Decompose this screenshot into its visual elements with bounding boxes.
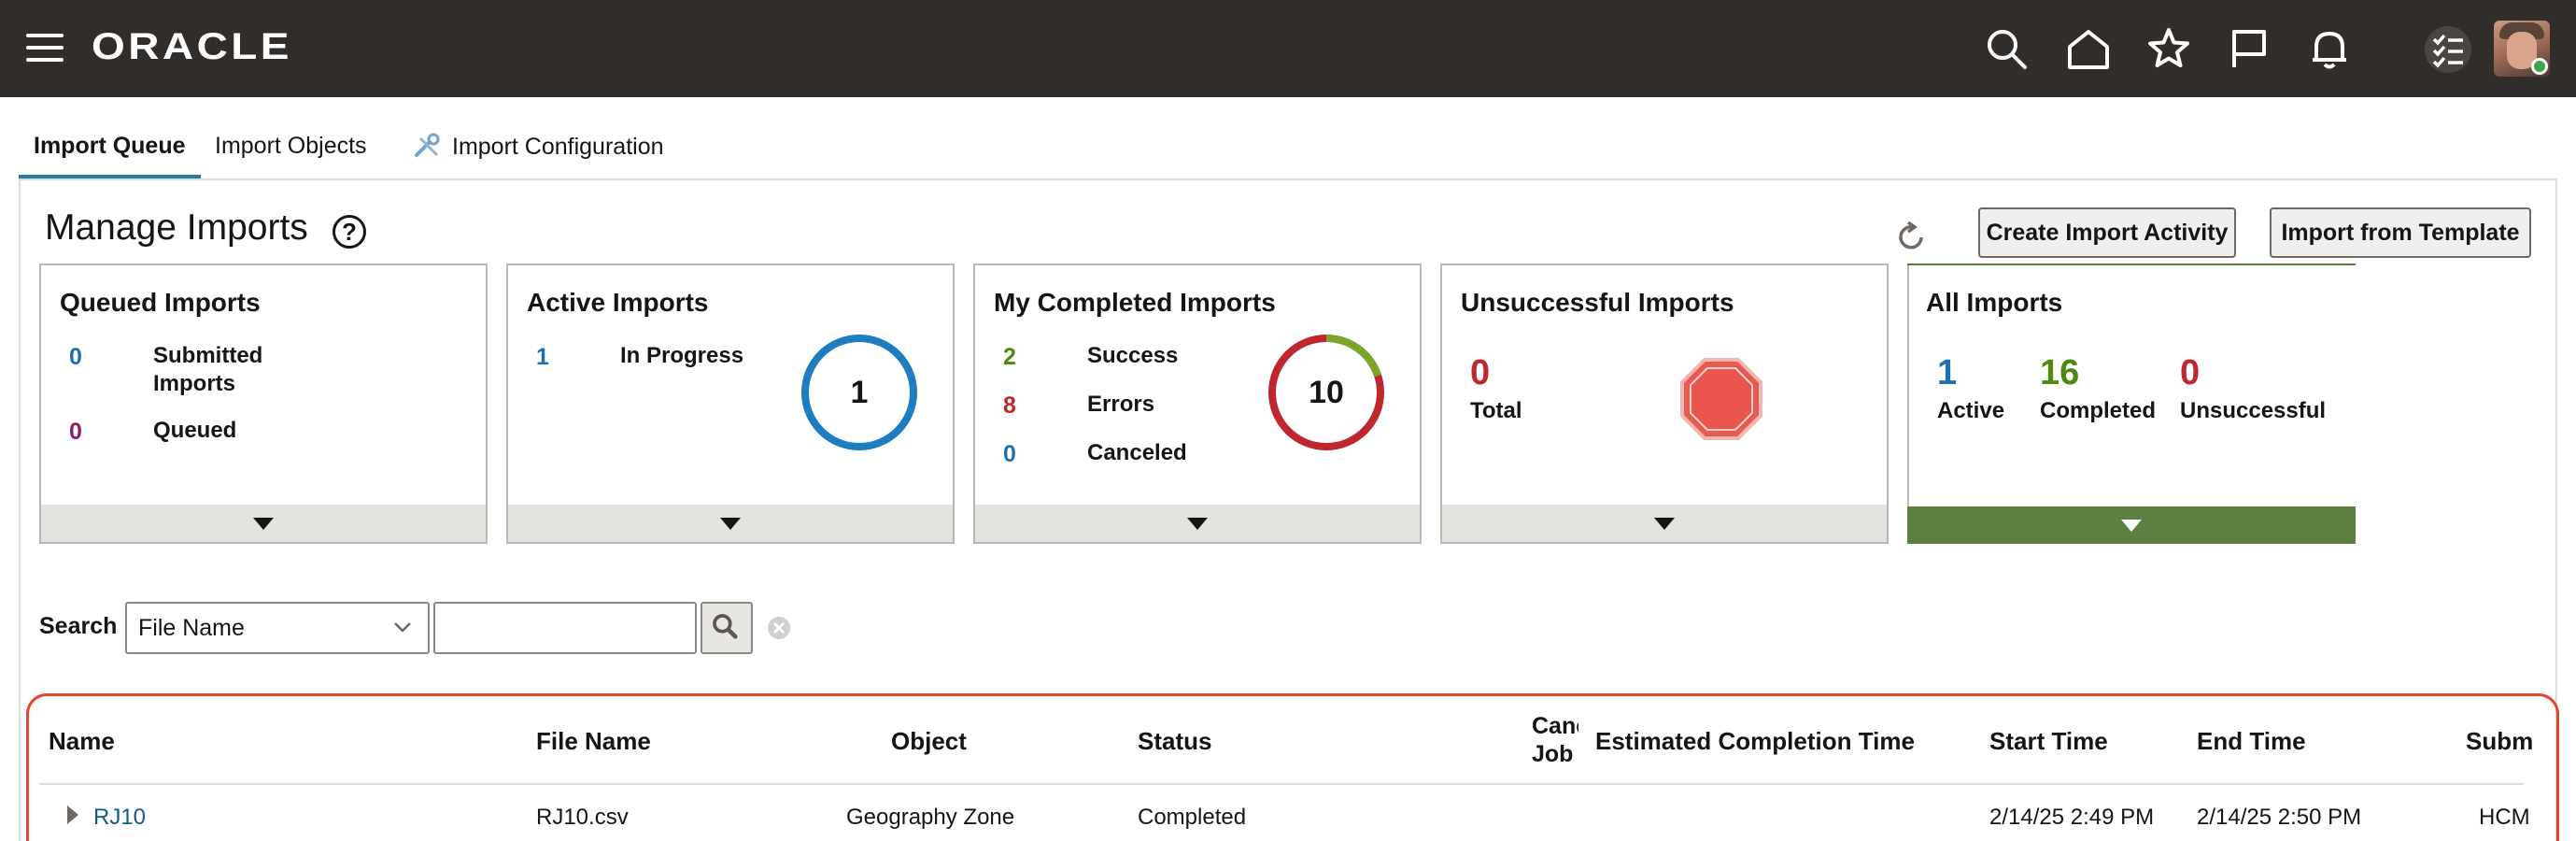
all-unsuccessful-label: Unsuccessful (2180, 398, 2327, 423)
card-title: Queued Imports (60, 288, 261, 317)
completed-imports-ring: 10 (1268, 335, 1384, 450)
in-progress-label: In Progress (620, 343, 744, 368)
in-progress-count: 1 (536, 344, 549, 370)
queued-imports-card[interactable]: Queued Imports 0 Submitted Imports 0 Que… (39, 264, 488, 544)
refresh-icon[interactable] (1896, 221, 1928, 252)
tab-import-queue[interactable]: Import Queue (19, 127, 201, 179)
tab-import-objects[interactable]: Import Objects (215, 133, 367, 159)
menu-icon[interactable] (26, 34, 64, 64)
search-field-selected-value: File Name (138, 615, 245, 641)
search-icon (713, 614, 738, 639)
row-submitted-by: HCM (2479, 805, 2530, 830)
column-header-name[interactable]: Name (49, 727, 115, 755)
errors-label: Errors (1087, 392, 1155, 417)
caret-down-icon (1654, 518, 1675, 530)
column-header-file-name[interactable]: File Name (536, 727, 651, 755)
unsuccessful-total-label: Total (1470, 398, 1522, 423)
search-label: Search (39, 613, 118, 639)
submitted-imports-label: Submitted Imports (153, 343, 263, 396)
card-title: My Completed Imports (994, 288, 1276, 317)
column-header-status[interactable]: Status (1138, 727, 1212, 755)
row-name-link[interactable]: RJ10 (93, 805, 147, 830)
my-completed-imports-card[interactable]: My Completed Imports 2 Success 8 Errors … (973, 264, 1422, 544)
tools-icon (413, 133, 443, 159)
success-label: Success (1087, 343, 1179, 368)
row-end-time: 2/14/25 2:50 PM (2197, 805, 2362, 830)
help-icon[interactable]: ? (333, 215, 366, 249)
tab-import-configuration[interactable]: Import Configuration (398, 127, 679, 179)
card-title: All Imports (1926, 288, 2063, 317)
search-button[interactable] (701, 602, 753, 654)
caret-down-icon (1187, 518, 1208, 530)
online-status-icon (2531, 58, 2548, 75)
main-panel (19, 179, 2557, 841)
all-imports-card[interactable]: All Imports 1 Active 16 Completed 0 Unsu… (1907, 264, 2356, 544)
submitted-imports-count: 0 (69, 344, 82, 370)
card-title: Unsuccessful Imports (1461, 288, 1734, 317)
queued-label: Queued (153, 418, 237, 443)
card-expand-footer[interactable] (1907, 506, 2356, 544)
canceled-count: 0 (1003, 441, 1016, 467)
card-expand-footer[interactable] (41, 505, 486, 542)
table-header-divider (39, 783, 2524, 785)
tasks-icon[interactable] (2425, 26, 2471, 73)
bell-icon[interactable] (2307, 26, 2352, 71)
unsuccessful-imports-card[interactable]: Unsuccessful Imports 0 Total (1440, 264, 1889, 544)
card-expand-footer[interactable] (508, 505, 953, 542)
table-highlight-box (26, 693, 2559, 841)
oracle-logo[interactable]: ORACLE (92, 26, 292, 67)
clear-search-button[interactable] (766, 615, 792, 641)
column-header-object[interactable]: Object (891, 727, 967, 755)
active-imports-card[interactable]: Active Imports 1 In Progress 1 (506, 264, 955, 544)
row-status: Completed (1138, 805, 1247, 830)
flag-icon[interactable] (2227, 26, 2272, 71)
caret-down-icon (253, 518, 274, 530)
active-imports-ring-value: 1 (851, 375, 869, 410)
search-input[interactable] (433, 602, 697, 654)
success-count: 2 (1003, 344, 1016, 370)
stop-octagon-icon (1680, 358, 1762, 440)
row-object: Geography Zone (846, 805, 1015, 830)
row-file-name: RJ10.csv (536, 805, 629, 830)
column-header-start-time[interactable]: Start Time (1989, 727, 2108, 755)
all-unsuccessful-count: 0 (2180, 353, 2201, 392)
expand-row-icon[interactable] (67, 805, 78, 824)
row-start-time: 2/14/25 2:49 PM (1989, 805, 2155, 830)
caret-down-icon (2121, 520, 2142, 532)
column-header-end-time[interactable]: End Time (2197, 727, 2306, 755)
all-active-label: Active (1937, 398, 2005, 423)
column-header-estimated-completion-time[interactable]: Estimated Completion Time (1595, 727, 1915, 755)
column-header-submitted-by[interactable]: Subm (2466, 727, 2534, 755)
all-completed-label: Completed (2040, 398, 2157, 423)
canceled-label: Canceled (1087, 440, 1187, 465)
user-avatar[interactable] (2494, 21, 2550, 77)
completed-imports-ring-value: 10 (1309, 375, 1344, 410)
close-icon (768, 617, 790, 639)
all-completed-count: 16 (2040, 353, 2080, 392)
page-title: Manage Imports (45, 207, 308, 248)
chevron-down-icon (394, 622, 411, 633)
search-field-select[interactable]: File Name (125, 602, 430, 654)
global-header: ORACLE (0, 0, 2576, 97)
caret-down-icon (720, 518, 741, 530)
card-title: Active Imports (527, 288, 709, 317)
active-imports-ring: 1 (801, 335, 917, 450)
card-expand-footer[interactable] (975, 505, 1420, 542)
search-icon[interactable] (1984, 26, 2029, 71)
create-import-activity-button[interactable]: Create Import Activity (1978, 207, 2236, 258)
success-ring-segment (1268, 335, 1384, 450)
tab-divider (19, 178, 2557, 180)
home-icon[interactable] (2066, 26, 2111, 71)
all-active-count: 1 (1937, 353, 1958, 392)
queued-count: 0 (69, 419, 82, 445)
import-from-template-button[interactable]: Import from Template (2270, 207, 2531, 258)
tab-import-configuration-label: Import Configuration (452, 134, 664, 160)
favorites-star-icon[interactable] (2146, 26, 2191, 71)
unsuccessful-total-count: 0 (1470, 353, 1491, 392)
errors-count: 8 (1003, 392, 1016, 419)
column-header-cancel-job[interactable]: Canc Job (1532, 713, 1578, 767)
card-expand-footer[interactable] (1442, 505, 1887, 542)
